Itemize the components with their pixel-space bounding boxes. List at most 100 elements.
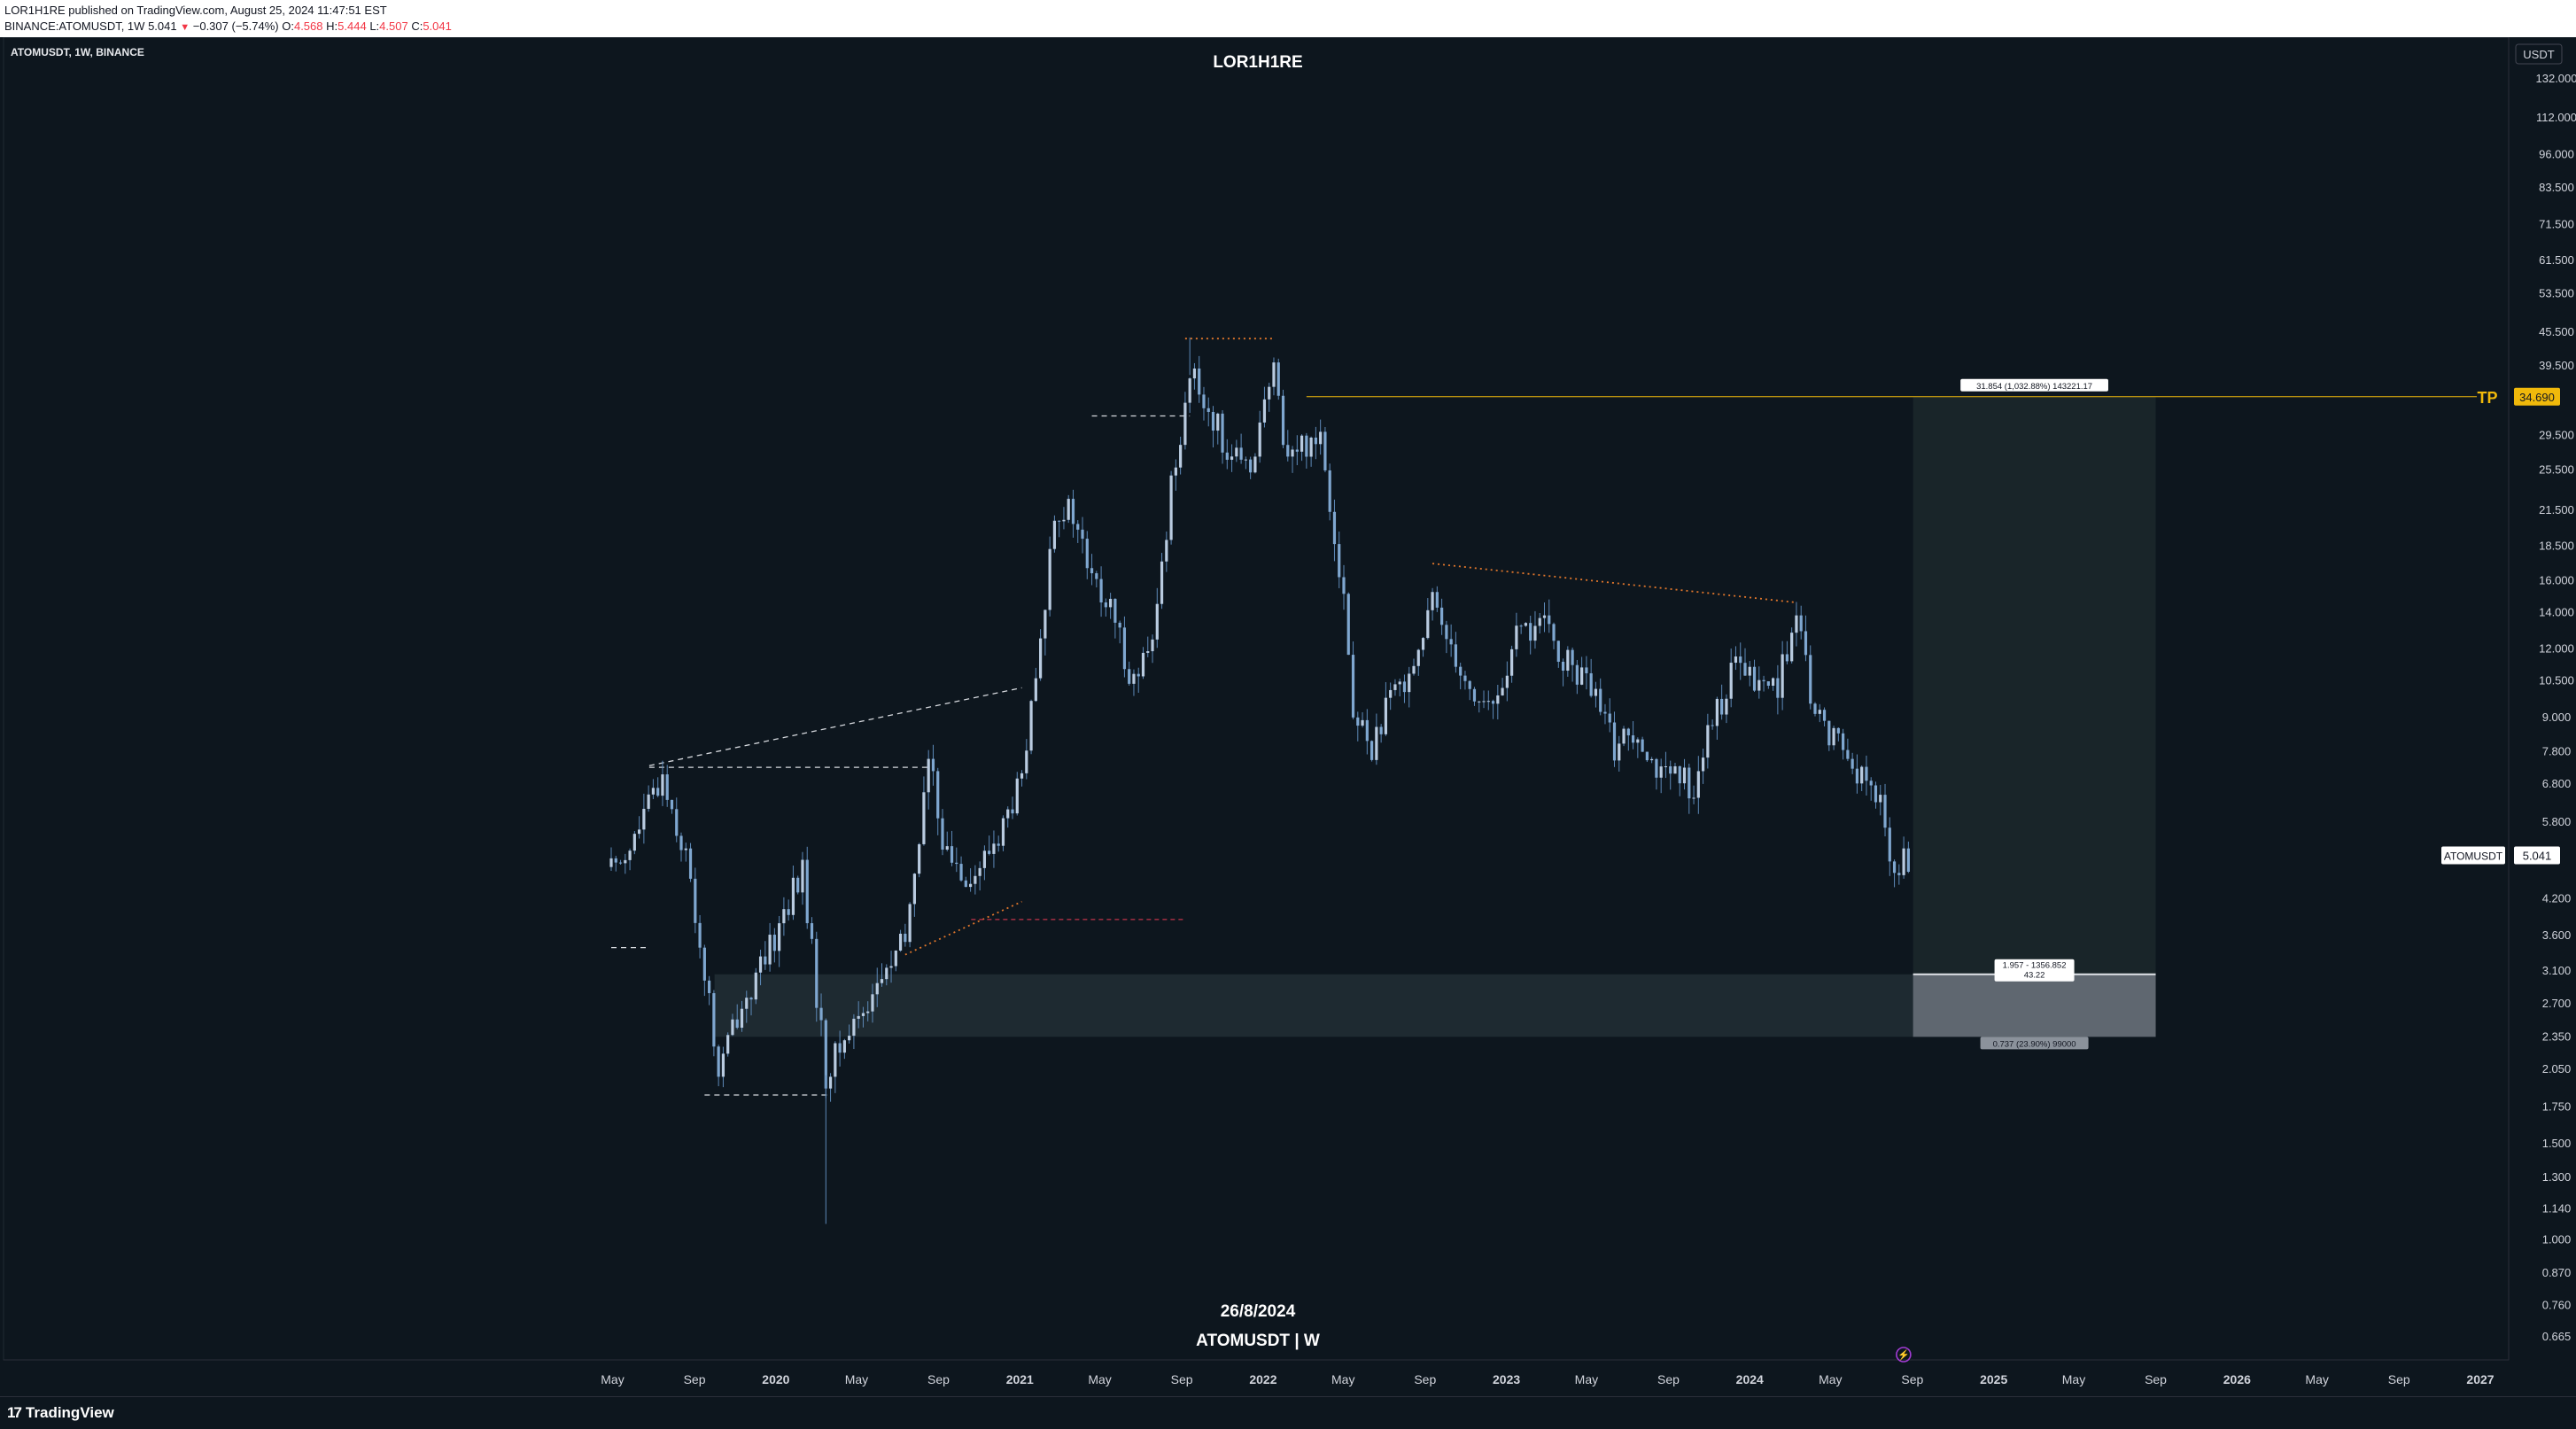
candle-body — [1440, 608, 1443, 625]
candle-body — [1627, 729, 1630, 735]
candle-body — [745, 998, 748, 1009]
candle-body — [1142, 653, 1144, 677]
time-tick-label: 2022 — [1249, 1372, 1276, 1386]
candle-body — [1819, 710, 1821, 714]
candle-body — [1506, 676, 1509, 688]
candle-body — [1347, 594, 1350, 655]
time-tick-label: 2024 — [1736, 1372, 1764, 1386]
candle-body — [1529, 623, 1532, 641]
candle-body — [1851, 759, 1854, 769]
candle-body — [1207, 408, 1210, 412]
candle-body — [768, 935, 771, 965]
candle-body — [796, 878, 799, 893]
candle-body — [1832, 728, 1835, 745]
candle-body — [950, 846, 953, 863]
candle-body — [1823, 710, 1826, 720]
candle-body — [1169, 476, 1172, 540]
candle-body — [718, 1046, 720, 1076]
price-tick-label: 29.500 — [2539, 428, 2574, 441]
last-price-tag: 5.041 — [2523, 850, 2552, 863]
candle-body — [1422, 638, 1424, 649]
candle-body — [1165, 540, 1168, 561]
candle-body — [983, 850, 986, 868]
candle-body — [881, 979, 883, 983]
time-tick-label: May — [1575, 1372, 1598, 1386]
candle-body — [1786, 654, 1788, 661]
candle-body — [1240, 447, 1243, 460]
price-chart[interactable]: 31.854 (1,032.88%) 143221.171.957 - 1356… — [0, 37, 2576, 1396]
price-tick-label: 1.000 — [2542, 1233, 2572, 1246]
candle-body — [866, 1012, 869, 1014]
candle-body — [1370, 741, 1373, 760]
candle-body — [698, 923, 701, 948]
candle-body — [988, 850, 990, 854]
time-tick-label: 2025 — [1980, 1372, 2007, 1386]
price-tick-label: 16.000 — [2539, 574, 2574, 587]
candle-body — [1113, 599, 1116, 623]
brand-name: TradingView — [26, 1404, 114, 1421]
candle-body — [1632, 735, 1634, 742]
candle-body — [1837, 728, 1840, 734]
candle-body — [666, 774, 669, 800]
candle-body — [1743, 663, 1746, 675]
candle-body — [675, 809, 678, 835]
candle-body — [1291, 449, 1293, 456]
candle-body — [1856, 769, 1858, 784]
candle-body — [1636, 740, 1639, 743]
time-tick-label: 2027 — [2466, 1372, 2494, 1386]
candle-body — [1800, 616, 1803, 632]
candle-body — [1412, 666, 1415, 674]
candle-body — [1702, 757, 1704, 771]
candle-body — [778, 923, 780, 951]
time-tick-label: Sep — [2145, 1372, 2167, 1386]
price-tick-label: 61.500 — [2539, 253, 2574, 267]
price-tick-label: 71.500 — [2539, 218, 2574, 231]
candle-body — [1389, 690, 1392, 698]
candle-body — [1417, 650, 1420, 666]
candle-body — [1361, 720, 1363, 726]
candle-body — [1902, 849, 1905, 875]
candle-body — [1883, 795, 1886, 827]
candle-body — [1408, 673, 1410, 692]
price-tick-label: 6.800 — [2542, 777, 2572, 790]
candle-body — [1459, 667, 1462, 676]
candle-body — [764, 957, 766, 965]
price-change: −0.307 (−5.74%) — [193, 19, 279, 33]
candle-body — [731, 1020, 733, 1036]
candle-body — [1296, 449, 1299, 451]
orange-rising-line — [905, 902, 1022, 955]
price-tick-label: 1.750 — [2542, 1099, 2572, 1113]
candle-body — [1613, 723, 1616, 761]
candle-body — [1183, 403, 1186, 446]
candle-body — [1776, 678, 1779, 697]
candle-body — [1618, 743, 1620, 760]
tp-label: TP — [2477, 389, 2497, 407]
candle-body — [1300, 436, 1303, 452]
candle-body — [904, 934, 906, 942]
candle-body — [1594, 689, 1597, 696]
price-tick-label: 10.500 — [2539, 674, 2574, 687]
candle-body — [1730, 663, 1733, 699]
open-value: 4.568 — [294, 19, 323, 33]
candle-body — [1566, 650, 1569, 671]
candle-body — [1790, 633, 1793, 661]
candle-body — [862, 1014, 865, 1016]
candle-body — [755, 973, 757, 999]
time-tick-label: 2023 — [1493, 1372, 1520, 1386]
candle-body — [1772, 678, 1774, 686]
author-title: LOR1H1RE — [1213, 53, 1302, 73]
candle-body — [922, 792, 925, 844]
candle-body — [1697, 771, 1700, 797]
time-tick-label: Sep — [1171, 1372, 1193, 1386]
candle-body — [1249, 460, 1252, 473]
candle-body — [895, 951, 897, 967]
candle-body — [1095, 573, 1098, 579]
candle-body — [609, 858, 612, 867]
candle-body — [1603, 712, 1606, 714]
time-tick-label: May — [601, 1372, 624, 1386]
candle-body — [712, 993, 715, 1046]
candle-body — [1202, 394, 1205, 408]
candle-body — [1585, 667, 1587, 673]
